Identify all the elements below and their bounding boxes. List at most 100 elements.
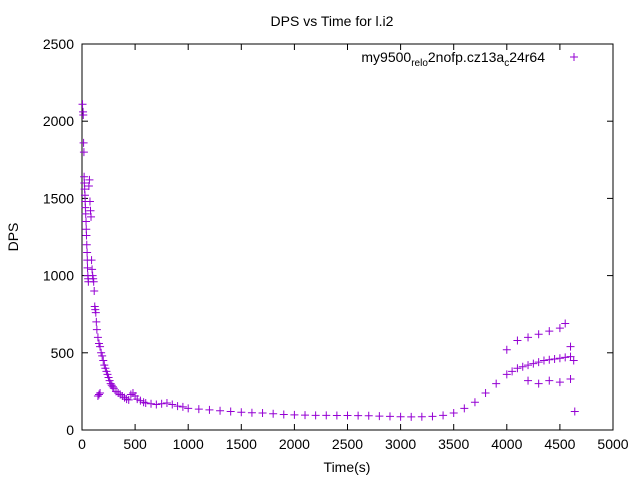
data-point xyxy=(364,411,373,420)
data-point xyxy=(87,256,96,265)
x-tick-label: 3500 xyxy=(438,436,469,452)
data-point xyxy=(126,390,135,399)
y-tick-label: 0 xyxy=(66,422,74,438)
data-point xyxy=(322,411,331,420)
data-point xyxy=(561,353,570,362)
data-point xyxy=(83,263,92,272)
data-point xyxy=(86,206,95,215)
data-point xyxy=(173,402,182,411)
data-point xyxy=(555,354,564,363)
data-point xyxy=(524,333,533,342)
legend-text-part: 2nofp.cz13a xyxy=(428,49,504,65)
data-point xyxy=(85,175,94,184)
legend: my9500relo2nofp.cz13ac24r64 xyxy=(361,49,578,69)
data-point xyxy=(78,100,87,109)
data-point xyxy=(502,345,511,354)
data-point xyxy=(91,308,100,317)
legend-text-part: 24r64 xyxy=(509,49,545,65)
data-point xyxy=(226,407,235,416)
data-point xyxy=(555,378,564,387)
data-point xyxy=(92,317,101,326)
legend-label: my9500relo2nofp.cz13ac24r64 xyxy=(361,49,545,69)
data-point xyxy=(89,277,98,286)
data-point xyxy=(114,388,123,397)
data-point xyxy=(94,390,103,399)
data-point xyxy=(311,411,320,420)
x-tick-label: 4500 xyxy=(544,436,575,452)
data-point xyxy=(124,395,133,404)
data-point xyxy=(216,406,225,415)
x-tick-label: 2000 xyxy=(279,436,310,452)
data-point xyxy=(545,327,554,336)
plot-frame xyxy=(81,43,614,431)
data-point xyxy=(524,376,533,385)
data-point xyxy=(83,248,92,257)
data-point xyxy=(93,333,102,342)
y-tick-label: 1000 xyxy=(43,268,74,284)
data-point xyxy=(439,411,448,420)
data-point xyxy=(237,408,246,417)
data-point xyxy=(96,388,105,397)
data-point xyxy=(502,370,511,379)
data-point xyxy=(569,356,578,365)
data-point xyxy=(98,351,107,360)
data-point xyxy=(141,398,150,407)
data-point xyxy=(178,402,187,411)
data-point xyxy=(279,410,288,419)
data-point xyxy=(108,382,117,391)
data-point xyxy=(162,398,171,407)
data-point xyxy=(566,375,575,384)
data-point xyxy=(82,231,91,240)
data-point xyxy=(555,324,564,333)
data-point xyxy=(561,319,570,328)
data-point xyxy=(84,182,93,191)
data-point xyxy=(99,356,108,365)
data-point xyxy=(566,352,575,361)
data-point xyxy=(396,412,405,421)
legend-subscript: o xyxy=(422,58,428,69)
x-tick-label: 5000 xyxy=(597,436,628,452)
data-point xyxy=(79,148,88,157)
data-point xyxy=(513,336,522,345)
data-point xyxy=(111,387,120,396)
data-point xyxy=(407,412,416,421)
data-point xyxy=(79,111,88,120)
legend-marker xyxy=(570,53,578,61)
data-point xyxy=(85,197,94,206)
axis-ticks: 0 500 1000 1500 2000 2500 3000 3500 4000 4500 5000… xyxy=(43,36,629,452)
data-point xyxy=(534,379,543,388)
y-tick-label: 2000 xyxy=(43,113,74,129)
data-point xyxy=(545,376,554,385)
data-point xyxy=(136,396,145,405)
data-point xyxy=(550,354,559,363)
data-point xyxy=(470,398,479,407)
data-point xyxy=(428,412,437,421)
data-point xyxy=(90,287,99,296)
data-point xyxy=(79,138,88,147)
x-tick-label: 1500 xyxy=(226,436,257,452)
y-axis-title: DPS xyxy=(5,223,21,252)
data-point xyxy=(205,405,214,414)
data-point xyxy=(247,408,256,417)
data-point xyxy=(529,359,538,368)
x-tick-label: 0 xyxy=(78,436,86,452)
data-point xyxy=(96,342,105,351)
data-point xyxy=(82,240,91,249)
data-point xyxy=(269,409,278,418)
y-tick-label: 500 xyxy=(51,345,75,361)
data-point xyxy=(133,395,142,404)
data-point xyxy=(258,409,267,418)
data-point xyxy=(385,412,394,421)
x-axis-title: Time(s) xyxy=(324,459,371,475)
data-point xyxy=(157,399,166,408)
legend-subscript: c xyxy=(504,58,509,69)
data-point xyxy=(375,412,384,421)
legend-text-part: my9500 xyxy=(361,49,411,65)
data-point xyxy=(184,404,193,413)
data-point xyxy=(508,367,517,376)
data-point xyxy=(152,400,161,409)
data-point xyxy=(332,411,341,420)
x-tick-label: 1000 xyxy=(173,436,204,452)
legend-subscript: rel xyxy=(411,58,422,69)
